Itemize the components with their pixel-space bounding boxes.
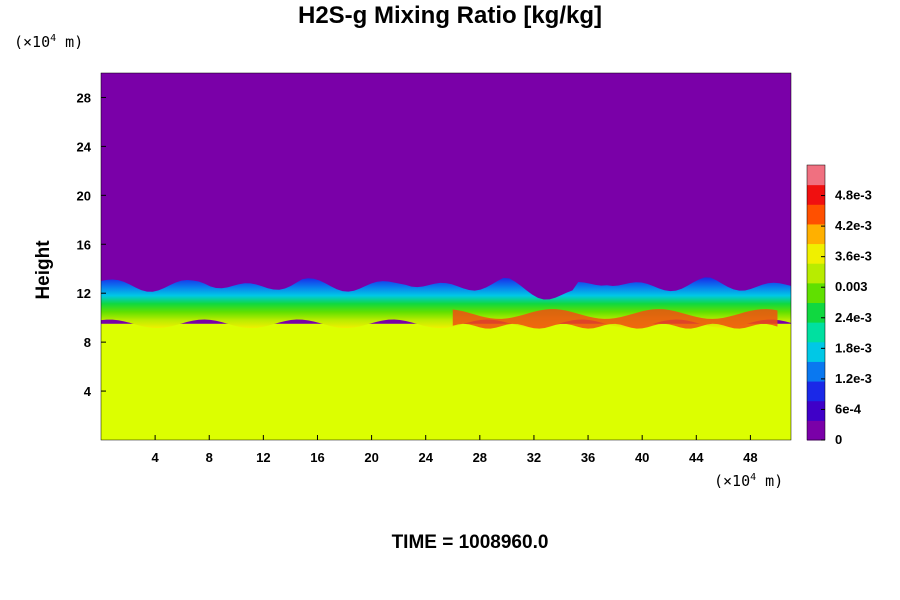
colorbar-tick-label: 1.8e-3: [835, 340, 872, 355]
time-label: TIME = 1008960.0: [391, 532, 549, 553]
colorbar-segment: [807, 184, 825, 205]
x-tick-label: 24: [418, 450, 433, 465]
x-tick-label: 12: [256, 450, 270, 465]
colorbar-segment: [807, 302, 825, 323]
y-tick-label: 20: [77, 188, 91, 203]
colorbar-segment: [807, 322, 825, 343]
x-tick-label: 28: [473, 450, 487, 465]
colorbar-tick-label: 1.2e-3: [835, 371, 872, 386]
y-axis-ticks: 4 8 12 16 20 24 28: [77, 90, 106, 399]
x-axis-ticks: 4 8 12 16 20 24 28 32 36 40 44 48: [152, 435, 758, 465]
x-axis-units: (×104 m): [714, 472, 784, 490]
x-tick-label: 16: [310, 450, 324, 465]
y-tick-label: 24: [77, 139, 92, 154]
x-tick-label: 20: [364, 450, 378, 465]
colorbar-tick-label: 0: [835, 432, 842, 447]
x-tick-label: 48: [743, 450, 757, 465]
chart-title: H2S-g Mixing Ratio [kg/kg]: [297, 2, 602, 29]
x-tick-label: 32: [527, 450, 541, 465]
colorbar-segment: [807, 420, 825, 441]
colorbar-segment: [807, 165, 825, 186]
y-tick-label: 4: [84, 384, 92, 399]
colorbar-segment: [807, 223, 825, 245]
y-tick-label: 8: [84, 335, 91, 350]
colorbar-segment: [807, 341, 825, 362]
plot-frame: [100, 72, 792, 441]
y-tick-label: 28: [77, 90, 91, 105]
turbulent-layer: [101, 277, 791, 329]
colorbar-tick-label: 2.4e-3: [835, 310, 872, 325]
colorbar-segment: [807, 400, 825, 421]
colorbar-tick-label: 0.003: [835, 279, 868, 294]
x-tick-label: 4: [152, 450, 160, 465]
x-tick-label: 8: [206, 450, 213, 465]
colorbar-tick-label: 3.6e-3: [835, 249, 872, 264]
colorbar-tick-label: 4.8e-3: [835, 188, 872, 203]
colorbar-segment: [807, 361, 825, 382]
x-tick-label: 40: [635, 450, 649, 465]
x-tick-label: 36: [581, 450, 595, 465]
colorbar-segment: [807, 204, 825, 225]
y-tick-label: 12: [77, 286, 91, 301]
colorbar: 0 6e-4 1.2e-3 1.8e-3 2.4e-3 0.003 3.6e-3 4.2e-3…: [806, 164, 872, 447]
colorbar-frame: [806, 164, 826, 441]
colorbar-segment: [807, 243, 825, 264]
y-axis-units: (×104 m): [14, 33, 84, 51]
colorbar-tick-label: 4.2e-3: [835, 218, 872, 233]
colorbar-tick-label: 6e-4: [835, 401, 862, 416]
colorbar-segment: [807, 263, 825, 284]
colorbar-segment: [807, 282, 825, 303]
colorbar-segment: [807, 381, 825, 402]
plot-area: [101, 73, 791, 440]
y-tick-label: 16: [77, 237, 91, 252]
region-lower: [101, 323, 791, 440]
high-concentration-band: [452, 309, 778, 329]
x-tick-label: 44: [689, 450, 704, 465]
